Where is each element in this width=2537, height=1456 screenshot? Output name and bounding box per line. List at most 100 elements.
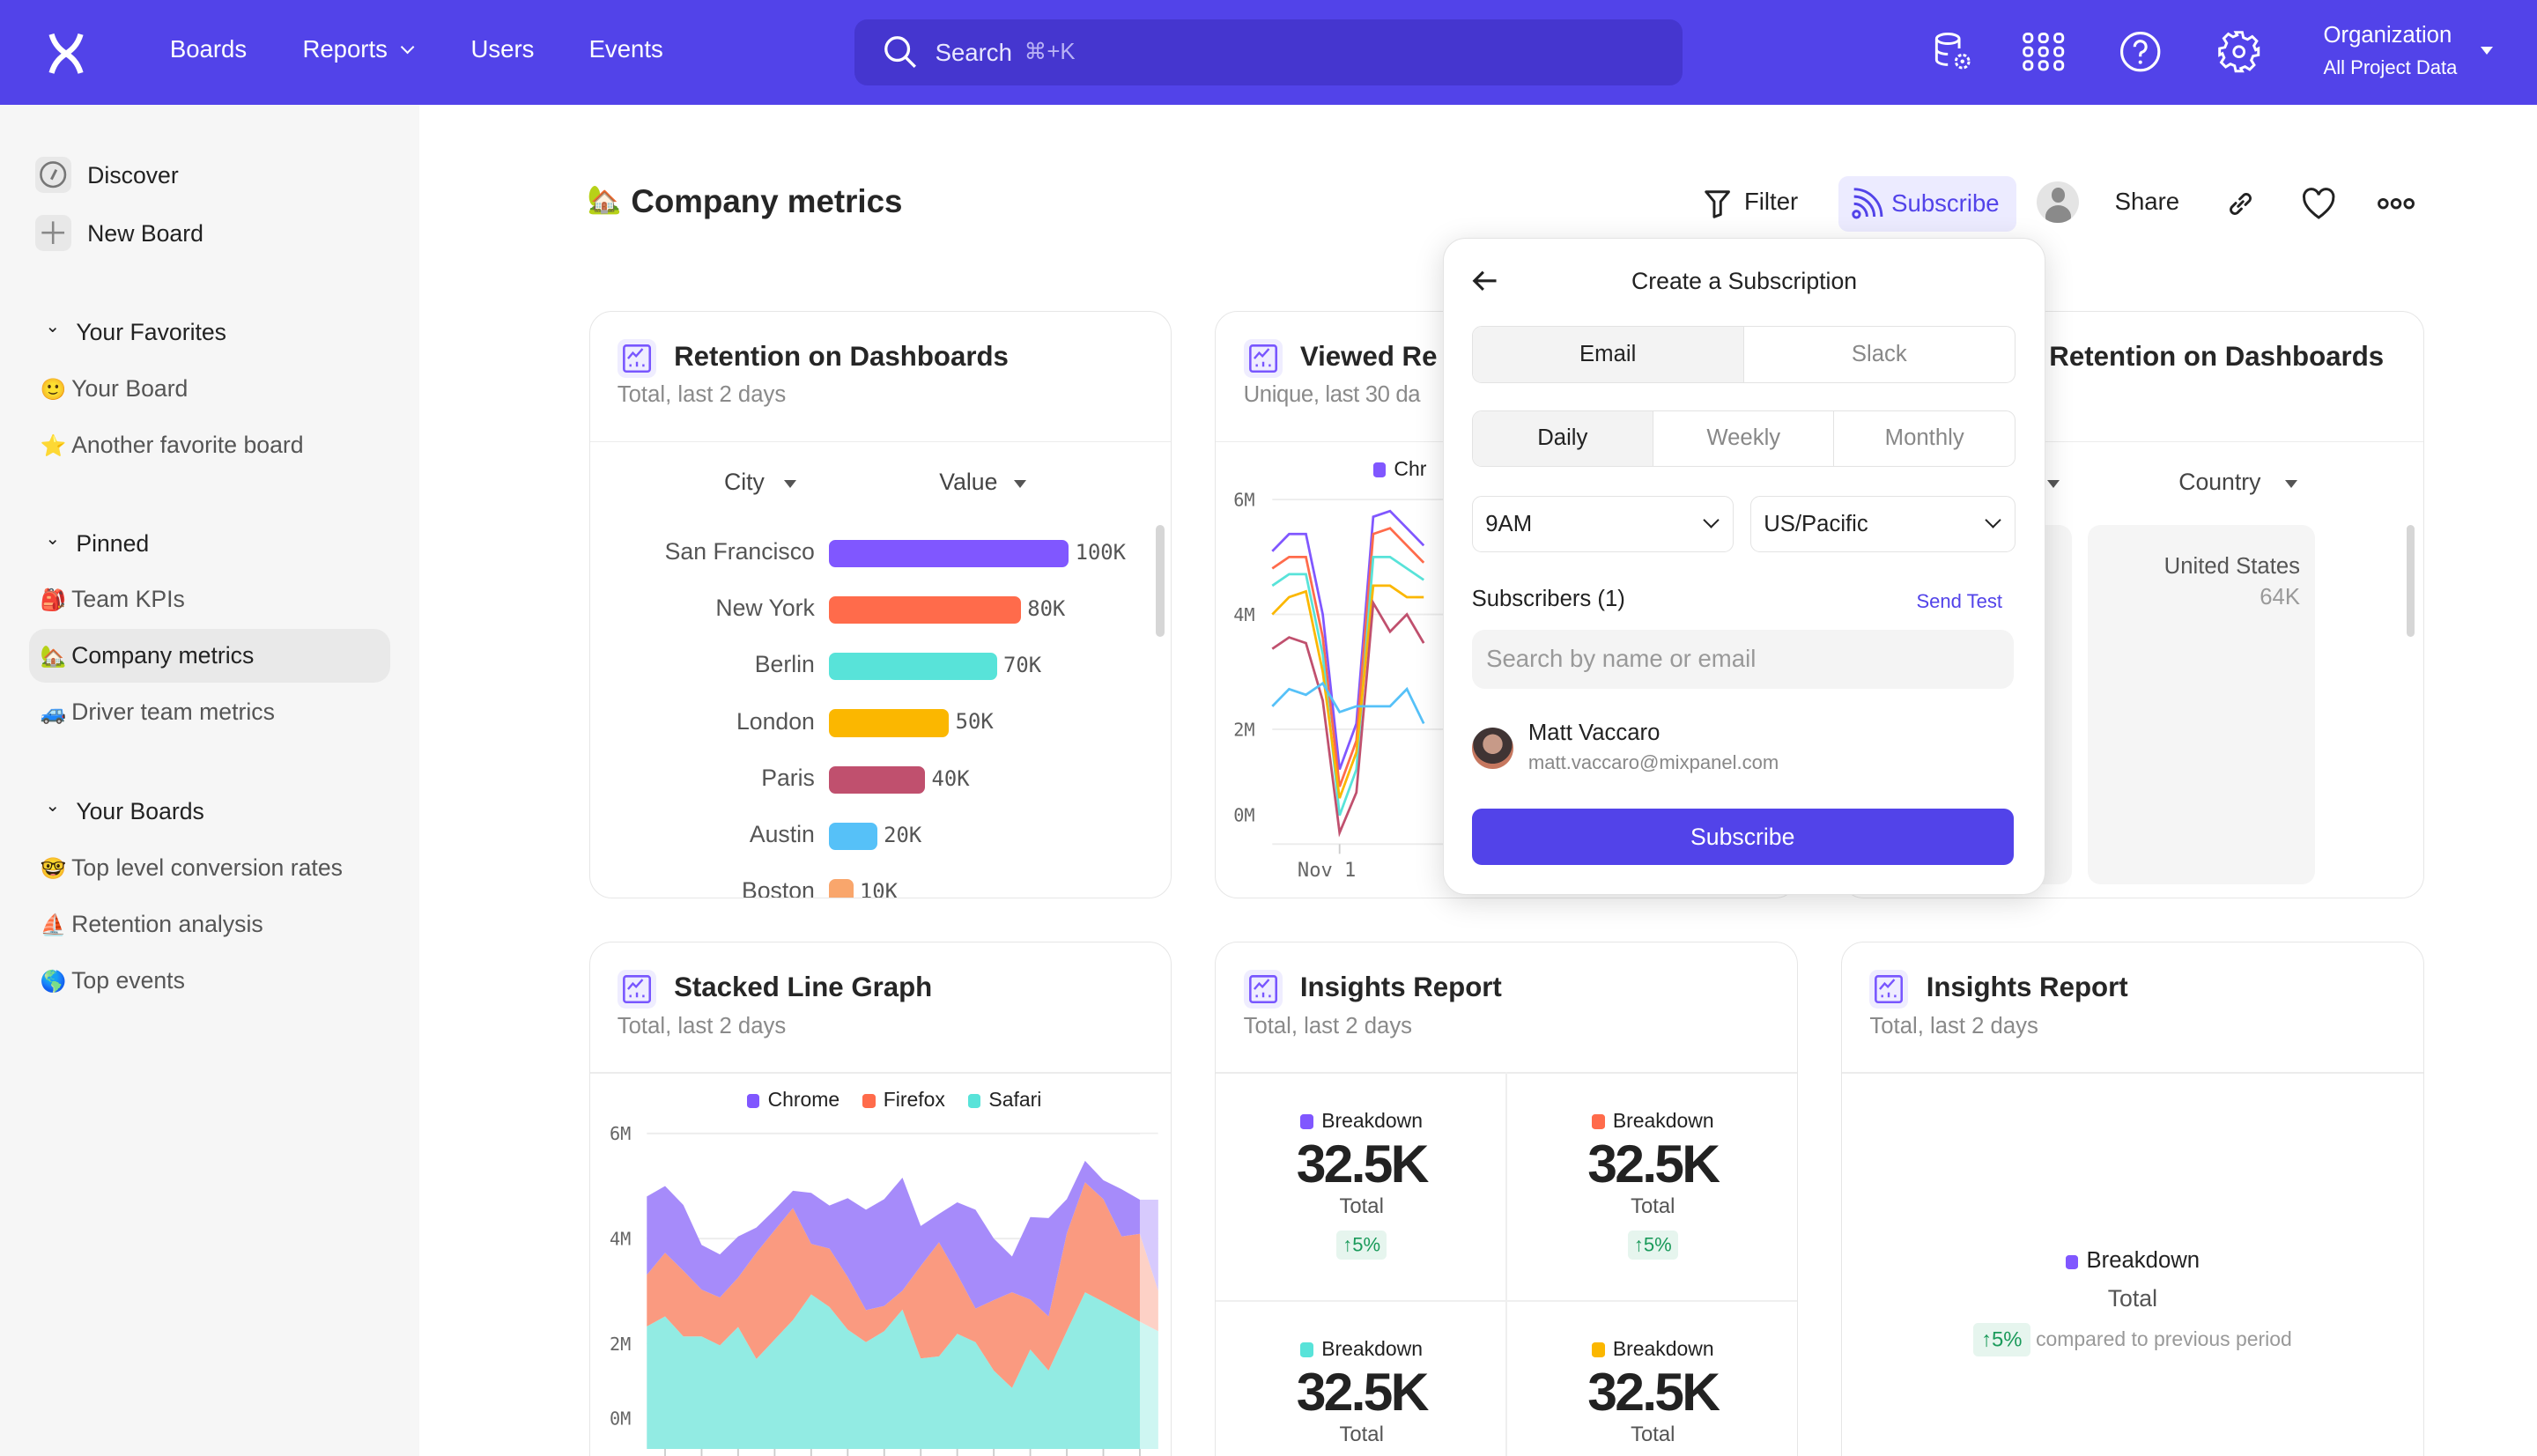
search-input[interactable]: Search ⌘+K <box>854 19 1683 86</box>
frequency-daily[interactable]: Daily <box>1472 410 1653 467</box>
caret-down-icon[interactable] <box>2480 47 2493 55</box>
data-gear-icon[interactable] <box>1930 29 1975 74</box>
card-title[interactable]: Retention on Dashboards <box>674 340 1009 372</box>
bar[interactable] <box>829 595 1021 625</box>
sidebar-item-your-board[interactable]: 🙂 Your Board <box>41 375 188 403</box>
section-your-favorites[interactable]: Your Favorites <box>76 318 226 345</box>
sidebar-item-another-favorite[interactable]: ⭐ Another favorite board <box>41 432 304 459</box>
avatar[interactable] <box>2037 181 2080 224</box>
bar[interactable] <box>829 823 877 851</box>
chevron-down-icon[interactable]: ⌄ <box>45 317 61 337</box>
time-select[interactable]: 9AM <box>1471 496 1734 553</box>
nav-users[interactable]: Users <box>470 35 535 63</box>
org-name[interactable]: Organization <box>2323 22 2452 48</box>
card-subtitle: Total, last 2 days <box>1243 1013 1413 1038</box>
filter-icon[interactable] <box>1704 189 1731 218</box>
column-value[interactable]: Value <box>939 468 998 495</box>
sidebar-item-company-metrics[interactable]: 🏡 Company metrics <box>41 642 254 669</box>
send-test-link[interactable]: Send Test <box>1916 589 2003 612</box>
card-title[interactable]: Insights Report <box>1926 972 2128 1003</box>
sidebar-item-retention-analysis[interactable]: ⛵ Retention analysis <box>41 911 263 938</box>
subscribe-button[interactable]: Subscribe <box>1838 176 2016 232</box>
card-title[interactable]: Retention on Dashboards <box>2049 340 2385 372</box>
frequency-weekly[interactable]: Weekly <box>1653 410 1833 467</box>
sidebar-item-top-events[interactable]: 🌎 Top events <box>41 967 185 994</box>
caret-down-icon[interactable] <box>1013 479 1026 488</box>
sidebar-item-discover[interactable]: Discover <box>87 161 179 188</box>
scrollbar[interactable] <box>2407 525 2415 637</box>
metric-cell[interactable]: Breakdown 32.5K Total ↑5% <box>1507 1109 1797 1260</box>
bar[interactable] <box>829 653 997 681</box>
channel-slack[interactable]: Slack <box>1742 327 2015 382</box>
bar[interactable] <box>829 765 926 794</box>
card-retention-on-dashboards[interactable]: Retention on Dashboards Total, last 2 da… <box>588 310 1172 898</box>
frequency-monthly[interactable]: Monthly <box>1833 410 2014 467</box>
channel-email[interactable]: Email <box>1472 327 1743 382</box>
bar-category-label: Paris <box>761 764 815 791</box>
legend-label: Chrome <box>767 1088 840 1112</box>
section-pinned[interactable]: Pinned <box>76 530 150 558</box>
metric-cell[interactable]: Breakdown 32.5K Total ↑5% <box>1216 1109 1507 1260</box>
comparison-row: ↑5% compared to previous period <box>1842 1322 2422 1356</box>
card-title[interactable]: Stacked Line Graph <box>674 972 933 1003</box>
line-series <box>1271 526 1425 787</box>
project-name[interactable]: All Project Data <box>2323 56 2458 79</box>
more-icon[interactable] <box>2377 196 2415 211</box>
sidebar-item-label: Retention analysis <box>71 911 263 938</box>
help-icon[interactable] <box>2118 29 2163 74</box>
divider <box>1216 1299 1797 1302</box>
nav-events[interactable]: Events <box>588 35 663 63</box>
share-button[interactable]: Share <box>2114 188 2180 216</box>
sidebar-item-top-level-conversion[interactable]: 🤓 Top level conversion rates <box>41 854 343 882</box>
sidebar-item-team-kpis[interactable]: 🎒 Team KPIs <box>41 586 185 613</box>
card-stacked-line-graph[interactable]: Stacked Line Graph Total, last 2 days Ch… <box>588 941 1172 1456</box>
apps-grid-icon[interactable] <box>2021 29 2066 74</box>
card-subtitle: Total, last 2 days <box>617 382 787 408</box>
card-title[interactable]: Viewed Re <box>1299 340 1438 372</box>
legend-swatch <box>746 1093 760 1109</box>
card-title[interactable]: Insights Report <box>1299 972 1502 1003</box>
back-arrow-icon[interactable] <box>1472 270 1498 292</box>
legend-swatch <box>1591 1342 1605 1357</box>
y-tick-label: 4M <box>1234 603 1255 625</box>
caret-down-icon[interactable] <box>783 479 796 488</box>
section-your-boards[interactable]: Your Boards <box>76 797 204 824</box>
sidebar-item-label: Driver team metrics <box>71 698 275 726</box>
link-icon[interactable] <box>2226 189 2255 218</box>
insights-chart-icon <box>617 338 656 378</box>
scrollbar[interactable] <box>1156 525 1165 637</box>
sidebar-item-driver-team-metrics[interactable]: 🚙 Driver team metrics <box>41 698 275 726</box>
sidebar-item-new-board[interactable]: New Board <box>87 219 203 247</box>
nav-reports[interactable]: Reports <box>302 35 388 63</box>
chevron-down-icon[interactable]: ⌄ <box>45 795 61 816</box>
search-shortcut: ⌘+K <box>1024 40 1076 65</box>
legend-item[interactable]: Chr <box>1372 457 1426 481</box>
card-insights-report[interactable]: Insights Report Total, last 2 days Break… <box>1215 941 1798 1456</box>
legend-item-chrome[interactable]: Chrome <box>746 1088 840 1112</box>
caret-down-icon[interactable] <box>2285 479 2298 488</box>
y-tick-label: 2M <box>1234 719 1255 740</box>
bar[interactable] <box>829 709 950 737</box>
caret-down-icon[interactable] <box>2047 479 2060 488</box>
segment-tile-united-states[interactable]: United States 64K <box>2088 525 2315 884</box>
chevron-down-icon[interactable]: ⌄ <box>45 528 61 549</box>
subscriber-search-input[interactable]: Search by name or email <box>1471 630 2014 689</box>
filter-button[interactable]: Filter <box>1743 188 1799 216</box>
metric-cell[interactable]: Breakdown 32.5K Total <box>1507 1337 1797 1447</box>
change-badge: ↑5% <box>1335 1231 1387 1260</box>
timezone-select[interactable]: US/Pacific <box>1749 496 2016 553</box>
legend-item-safari[interactable]: Safari <box>967 1088 1041 1112</box>
card-insights-report-2[interactable]: Insights Report Total, last 2 days Break… <box>1841 941 2424 1456</box>
bar[interactable] <box>829 879 854 898</box>
subscribe-submit-button[interactable]: Subscribe <box>1471 808 2014 865</box>
time-value: 9AM <box>1485 511 1533 536</box>
bar[interactable] <box>829 539 1069 567</box>
nav-boards[interactable]: Boards <box>169 35 248 63</box>
column-country[interactable]: Country <box>2178 468 2261 495</box>
column-city[interactable]: City <box>724 468 765 495</box>
legend-item-firefox[interactable]: Firefox <box>862 1088 945 1112</box>
metric-cell[interactable]: Breakdown 32.5K Total <box>1216 1337 1507 1447</box>
settings-gear-icon[interactable] <box>2216 29 2261 74</box>
heart-icon[interactable] <box>2301 188 2336 220</box>
mixpanel-logo[interactable] <box>47 33 85 75</box>
